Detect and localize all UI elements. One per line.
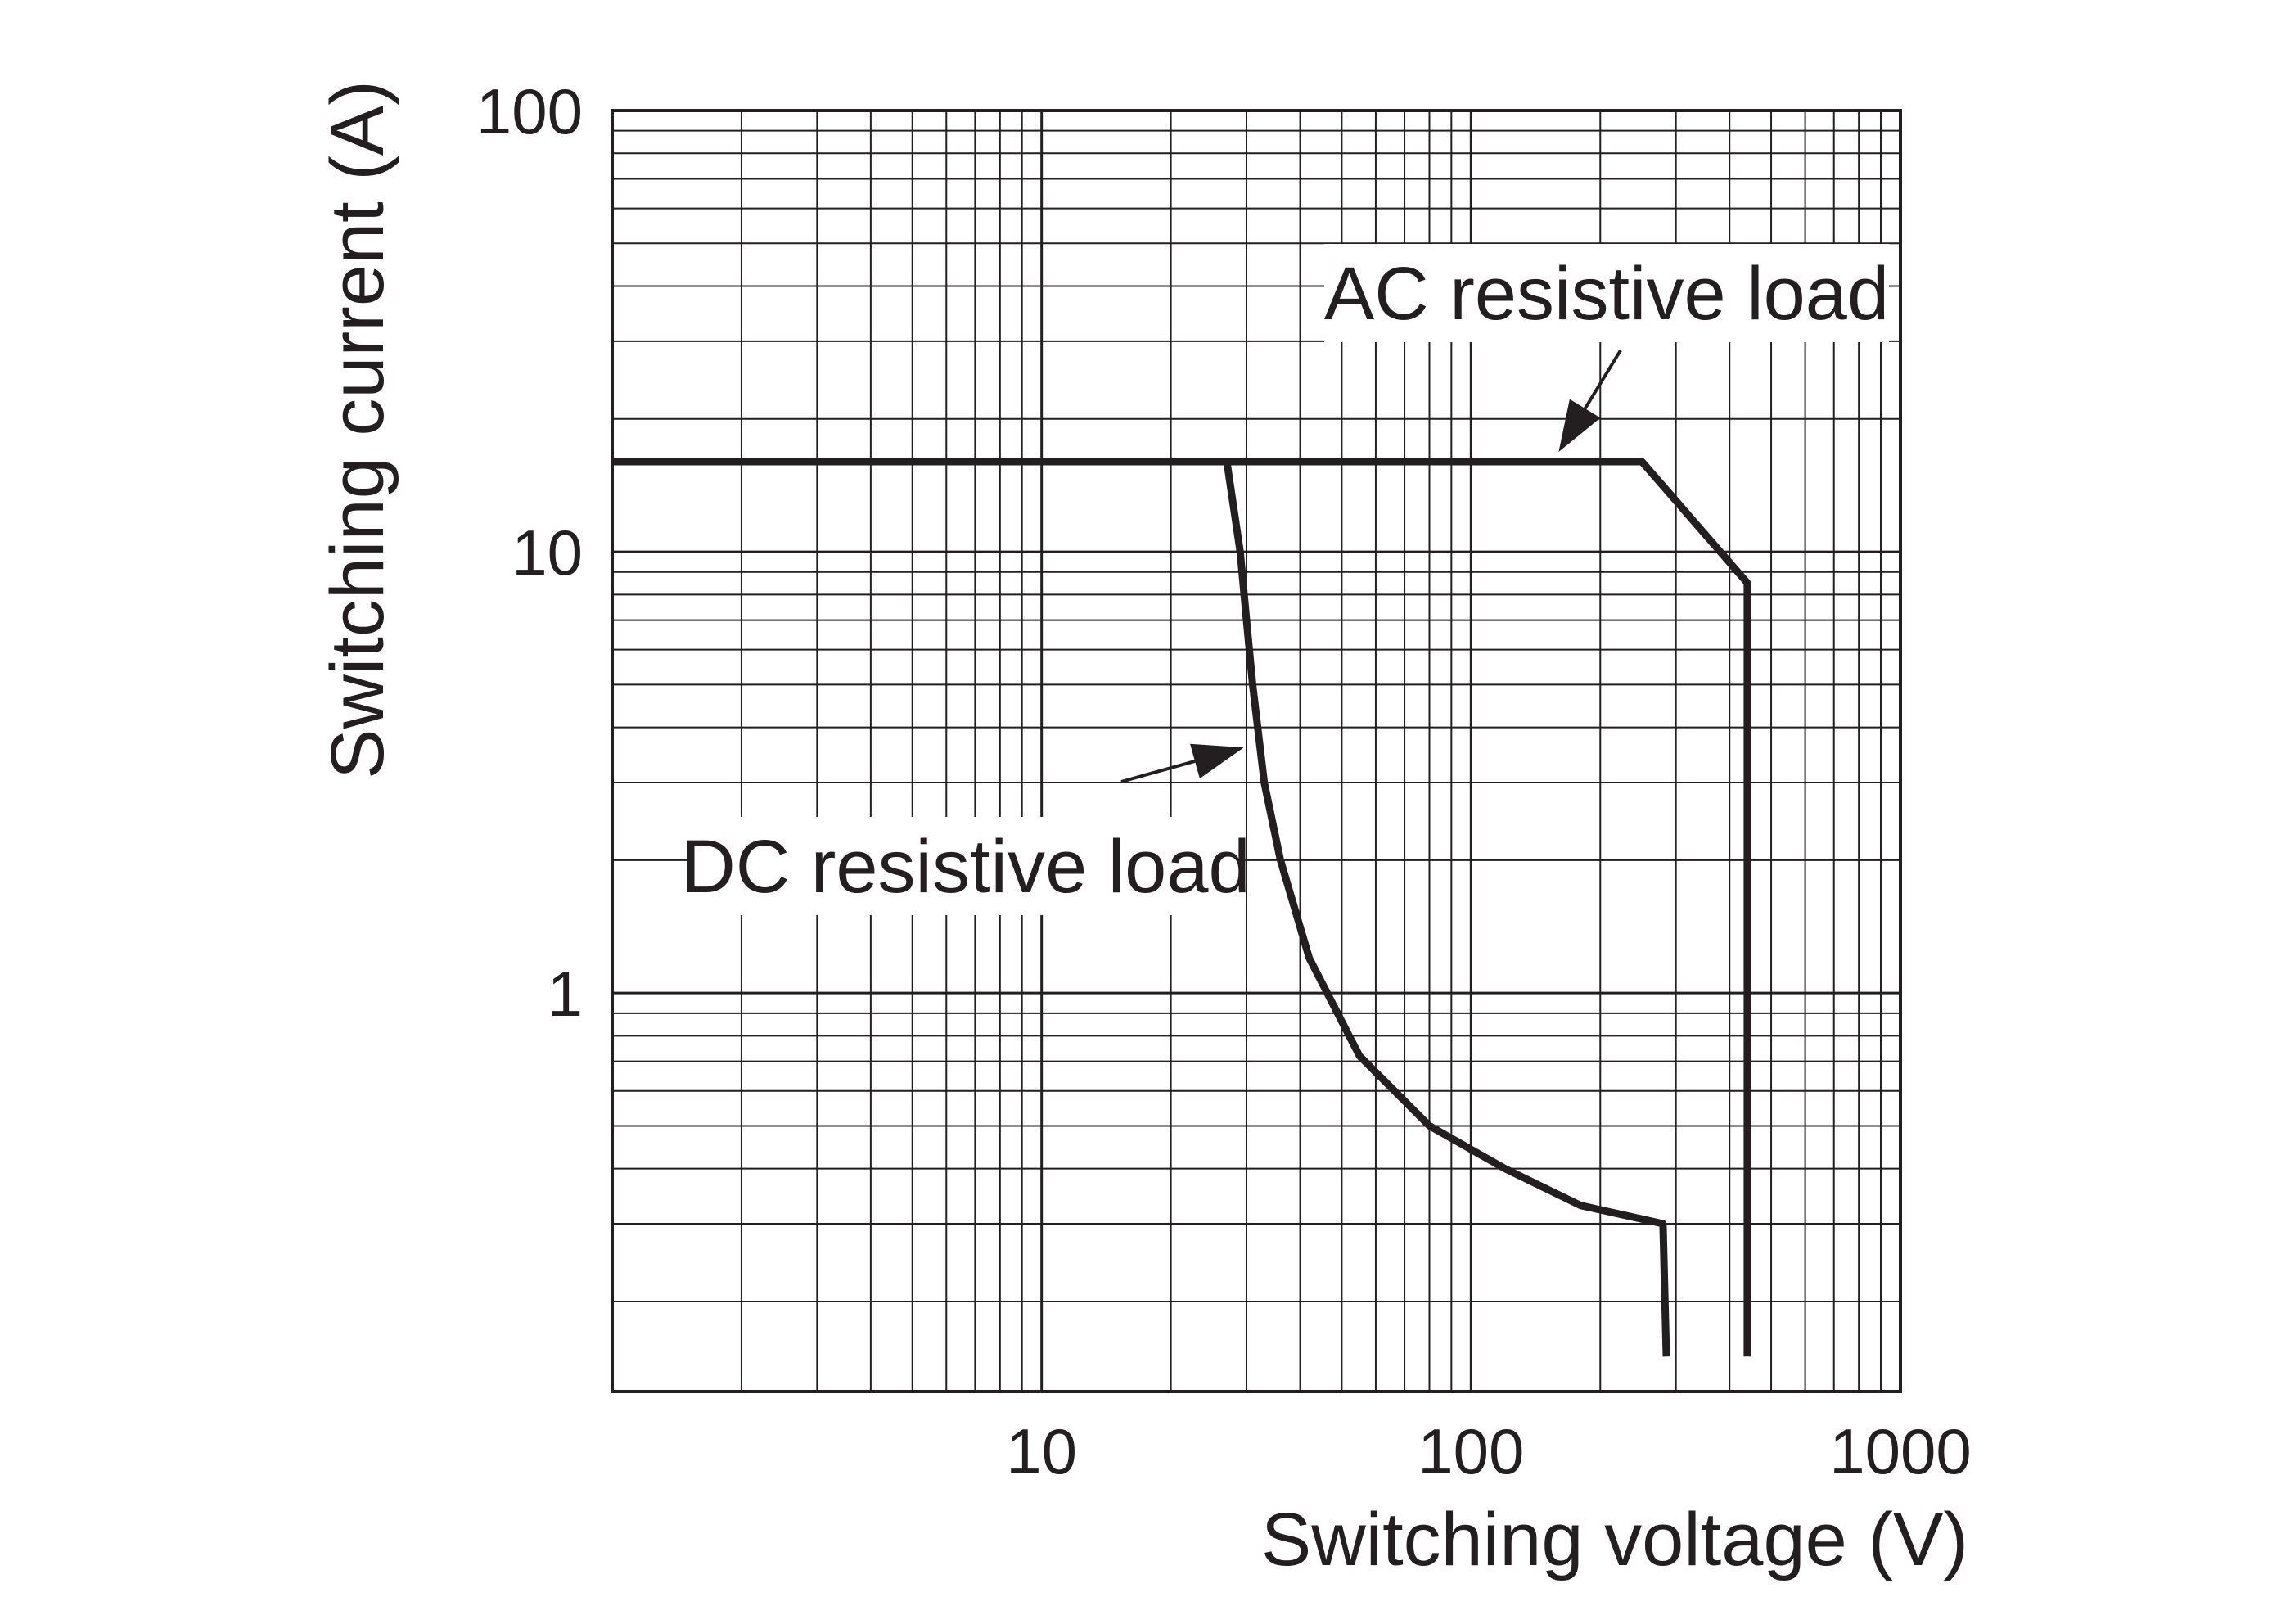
series-line-dc xyxy=(612,458,1670,1357)
x-tick-label-10: 10 xyxy=(1006,1415,1077,1487)
y-tick-label-100: 100 xyxy=(476,75,583,147)
y-tick-label-10: 10 xyxy=(512,517,583,589)
x-tick-label-1000: 1000 xyxy=(1829,1415,1972,1487)
dc-label-background xyxy=(687,817,1244,915)
dc-resistive-load-label: DC resistive load xyxy=(681,825,1250,909)
annotations xyxy=(1120,349,1622,783)
x-axis-title: Switching voltage (V) xyxy=(1261,1498,1968,1581)
plot-frame xyxy=(611,109,1902,1393)
ac-resistive-load-label: AC resistive load xyxy=(1324,252,1889,336)
y-tick-label-1: 1 xyxy=(548,958,583,1030)
ac-label-background xyxy=(1324,244,1889,342)
dc-annotation-arrow xyxy=(1120,743,1244,783)
x-tick-label-100: 100 xyxy=(1418,1415,1524,1487)
series-lines xyxy=(612,458,1751,1357)
y-axis-title: Switching current (A) xyxy=(316,80,399,779)
ac-annotation-arrow xyxy=(1558,349,1622,453)
